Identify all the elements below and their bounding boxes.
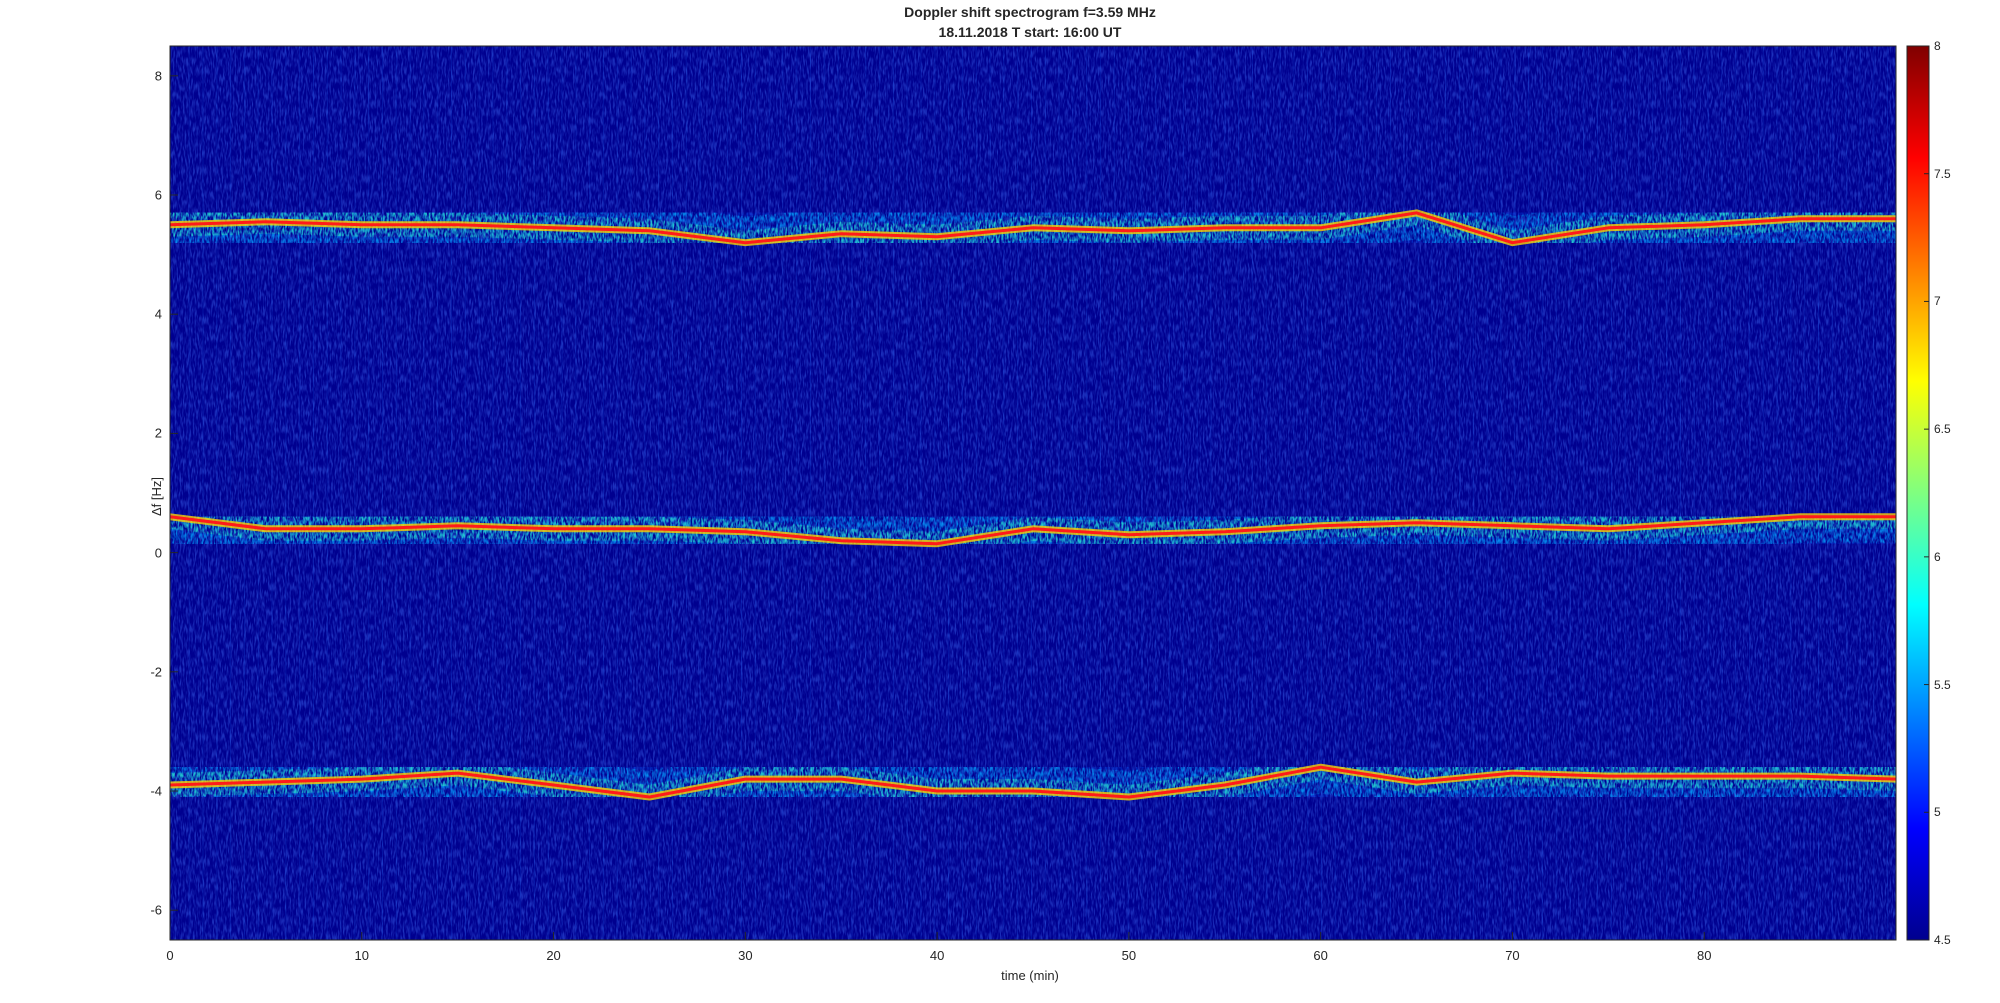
colorbar-ticks [1924, 45, 1929, 941]
x-tick-label: 10 [354, 948, 369, 963]
x-tick-label: 70 [1505, 948, 1520, 963]
colorbar [1906, 45, 1930, 941]
colorbar-tick-label: 4.5 [1934, 933, 1951, 947]
x-tick-label: 50 [1121, 948, 1137, 963]
y-tick-label: -6 [150, 902, 162, 918]
colorbar-tick-label: 5 [1934, 805, 1941, 820]
colorbar-tick-label: 6 [1934, 549, 1941, 564]
trace-3-line [169, 765, 1897, 799]
y-tick-label: -2 [150, 664, 162, 680]
x-tick-label: 80 [1696, 948, 1712, 963]
x-axis-ticks [169, 932, 1705, 940]
x-tick-label: 30 [738, 948, 753, 963]
colorbar-tick-label: 8 [1934, 39, 1941, 53]
x-tick-label: 0 [166, 948, 174, 963]
trace-1-line [169, 211, 1896, 245]
x-tick-label: 20 [546, 948, 561, 963]
chart-subtitle: 18.11.2018 T start: 16:00 UT [938, 24, 1122, 40]
chart-title: Doppler shift spectrogram f=3.59 MHz [904, 4, 1156, 20]
colorbar-tick-label: 7 [1934, 294, 1941, 309]
colorbar-tick-label: 7.5 [1934, 166, 1951, 181]
plot-area [165, 45, 1898, 941]
x-tick-label: 40 [929, 948, 945, 963]
trace-2-line [169, 515, 1896, 546]
y-axis-label: Δf [Hz] [149, 476, 165, 517]
plot-frame [169, 45, 1897, 941]
doppler-traces [169, 209, 1897, 801]
y-tick-label: 2 [154, 425, 162, 441]
y-tick-label: 8 [154, 68, 162, 84]
y-tick-label: 0 [154, 545, 162, 561]
y-tick-label: 4 [154, 306, 162, 322]
x-axis-label: time (min) [1001, 968, 1059, 983]
colorbar-tick-label: 6.5 [1934, 422, 1951, 437]
colorbar-gradient [1906, 45, 1930, 941]
y-tick-label: 6 [154, 187, 162, 203]
colorbar-tick-label: 5.5 [1934, 677, 1951, 692]
y-tick-label: -4 [150, 783, 162, 799]
y-axis-ticks [170, 75, 178, 911]
x-tick-label: 60 [1313, 948, 1328, 963]
